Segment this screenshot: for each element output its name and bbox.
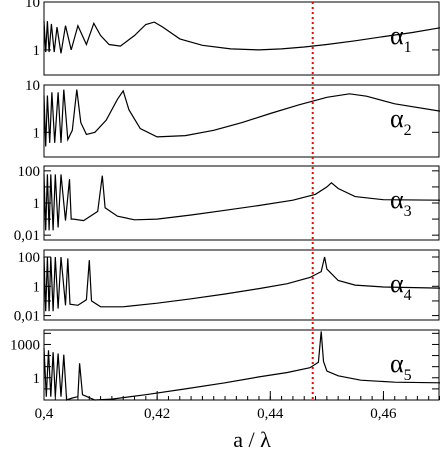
- panels-group: 1 10 α1 1 10 α2 0,01 1 100 α3 0,01 1 100 α4 1 1000 α5: [10, 0, 440, 401]
- series-label-1: α1: [390, 21, 412, 56]
- y-tick-label: 1: [33, 43, 41, 59]
- x-tick-label: 0,46: [370, 406, 397, 422]
- y-tick-label: 1: [33, 279, 41, 295]
- series-line-2: [43, 89, 440, 147]
- x-tick-label: 0,44: [257, 406, 284, 422]
- y-tick-label: 10: [25, 0, 40, 11]
- series-line-5: [43, 331, 440, 401]
- y-tick-label: 0,01: [14, 228, 40, 244]
- series-label-3: α3: [390, 185, 412, 220]
- x-tick-label: 0,4: [35, 406, 54, 422]
- y-tick-label: 1: [33, 371, 41, 387]
- panel-frame: [43, 84, 440, 158]
- y-tick-label: 1: [33, 196, 41, 212]
- panel-1: 1 10 α1: [25, 0, 440, 76]
- panel-3: 0,01 1 100 α3: [14, 164, 440, 244]
- panel-5: 1 1000 α5: [10, 329, 440, 401]
- y-tick-label: 1: [33, 125, 41, 141]
- panel-4: 0,01 1 100 α4: [14, 249, 440, 325]
- x-axis-title: a / λ: [233, 427, 271, 452]
- y-tick-label: 100: [18, 164, 41, 180]
- y-tick-label: 0,01: [14, 309, 40, 325]
- panel-frame: [43, 329, 440, 401]
- panel-2: 1 10 α2: [25, 78, 440, 158]
- series-line-1: [43, 21, 440, 54]
- y-tick-label: 100: [18, 250, 41, 266]
- panel-frame: [43, 249, 440, 321]
- series-label-4: α4: [390, 269, 412, 304]
- y-tick-label: 10: [25, 78, 40, 94]
- x-axis: 0,4 0,42 0,44 0,46: [35, 391, 440, 422]
- series-label-2: α2: [390, 104, 412, 139]
- series-line-4: [43, 256, 440, 312]
- series-line-3: [43, 174, 440, 231]
- panel-frame: [43, 165, 440, 241]
- panel-frame: [43, 1, 440, 76]
- x-tick-label: 0,42: [144, 406, 170, 422]
- series-label-5: α5: [390, 349, 412, 384]
- y-tick-label: 1000: [10, 337, 40, 353]
